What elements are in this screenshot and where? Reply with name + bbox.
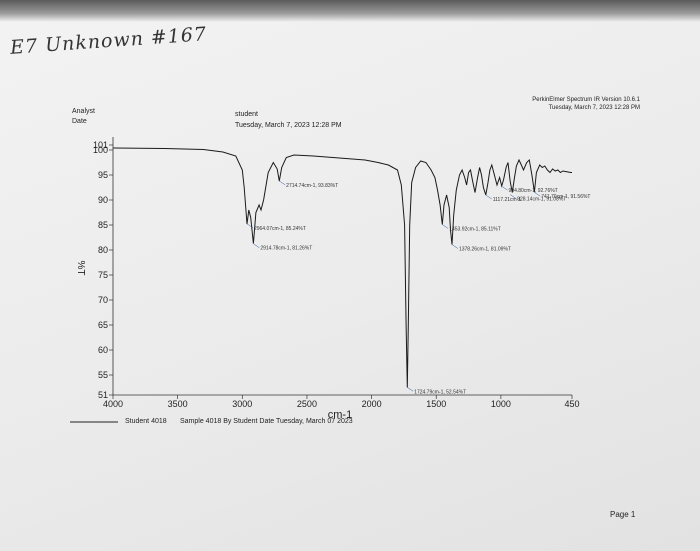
annotation-leader (510, 194, 517, 199)
top-shadow (0, 0, 700, 22)
analyst-value: student (235, 111, 258, 118)
y-axis-label: %T (75, 261, 86, 276)
spectrum-series-line (112, 147, 572, 388)
annotation-leader (253, 243, 260, 248)
peak-annotation: 2914.78cm-1, 81.26%T (253, 243, 312, 252)
peak-annotation: 1453.92cm-1, 85.11%T (442, 224, 501, 232)
x-tick-label: 450 (564, 399, 579, 409)
annotation-label: 1117.21cm-1 (493, 197, 522, 203)
software-version: PerkinElmer Spectrum IR Version 10.6.1 (532, 97, 640, 103)
x-tick-label: 1000 (491, 399, 511, 409)
x-tick-label: 2000 (362, 399, 382, 409)
y-tick-label: 95 (98, 170, 108, 180)
annotation-label: 2714.74cm-1, 93.83%T (286, 183, 338, 189)
date-label: Date (72, 118, 87, 125)
y-tick-label: 70 (98, 295, 108, 305)
y-tick-label: 55 (98, 370, 108, 380)
x-tick-label: 3500 (168, 399, 188, 409)
peak-annotation: 2964.07cm-1, 85.24%T (246, 223, 306, 232)
y-tick-label: 101 (93, 140, 108, 150)
x-axis: 4000 3500 3000 2500 2000 1500 1000 450 (103, 394, 580, 409)
annotation-label: 2964.07cm-1, 85.24%T (254, 226, 306, 232)
annotation-leader (246, 223, 254, 229)
legend-series-desc: Sample 4018 By Student Date Tuesday, Mar… (180, 418, 353, 425)
annotation-leader (451, 244, 459, 249)
y-tick-label: 100 (93, 145, 108, 155)
y-tick-label: 75 (98, 270, 108, 280)
annotation-label: 928.14cm-1, 91.08%T (517, 197, 566, 203)
y-tick-label: 60 (98, 345, 108, 355)
y-tick-label: 51 (98, 390, 108, 400)
analyst-label: Analyst (72, 108, 95, 115)
x-tick-label: 4000 (103, 399, 123, 409)
legend-series-name: Student 4018 (125, 418, 167, 425)
peak-annotation: 2714.74cm-1, 93.83%T (279, 180, 338, 189)
annotation-leader (442, 224, 449, 229)
peak-annotation: 1724.79cm-1, 52.54%T (407, 387, 466, 395)
x-tick-label: 3000 (232, 399, 252, 409)
x-axis-label: cm-1 (328, 409, 352, 421)
annotation-label: 2914.78cm-1, 81.26%T (260, 246, 312, 252)
x-tick-label: 1500 (426, 399, 446, 409)
annotation-leader (501, 185, 508, 191)
peak-annotation: 994.80cm-1, 92.76%T (501, 185, 558, 194)
annotation-leader (485, 194, 492, 200)
y-tick-label: 90 (98, 195, 108, 205)
x-tick-label: 2500 (297, 399, 317, 409)
annotation-label: 1453.92cm-1, 85.11%T (449, 226, 501, 232)
peak-annotations: 2714.74cm-1, 93.83%T 2964.07cm-1, 85.24%T… (246, 180, 590, 395)
date-value: Tuesday, March 7, 2023 12:28 PM (235, 122, 342, 129)
annotation-label: 994.80cm-1, 92.76%T (509, 188, 558, 194)
peak-annotation: 1378.26cm-1, 81.09%T (451, 244, 511, 253)
annotation-leader (279, 180, 286, 186)
annotation-label: 1724.79cm-1, 52.54%T (414, 389, 466, 395)
annotation-leader (407, 387, 414, 392)
annotation-leader (534, 191, 541, 197)
annotation-label: 1378.26cm-1, 81.09%T (459, 247, 511, 253)
page-number: Page 1 (610, 510, 636, 519)
annotation-label: 741.70cm-1, 91.56%T (541, 194, 590, 200)
peak-annotation: 1117.21cm-1 (485, 194, 522, 203)
y-tick-label: 85 (98, 220, 108, 230)
y-tick-label: 65 (98, 320, 108, 330)
peak-annotation: 928.14cm-1, 91.08%T (510, 194, 566, 203)
software-date: Tuesday, March 7, 2023 12:28 PM (548, 105, 640, 111)
y-tick-label: 80 (98, 245, 108, 255)
peak-annotation: 741.70cm-1, 91.56%T (534, 191, 590, 200)
